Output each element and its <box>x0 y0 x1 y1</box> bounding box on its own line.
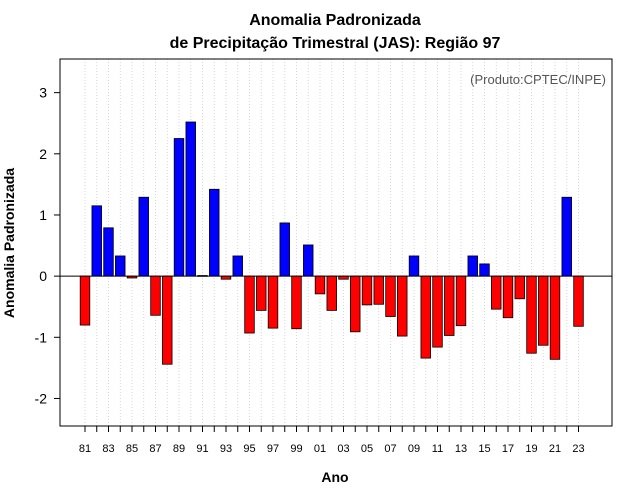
bar-1999 <box>291 275 302 330</box>
x-axis-title: Ano <box>321 469 348 485</box>
bar-1990 <box>185 121 196 277</box>
bar-1986 <box>138 196 149 277</box>
x-tick-label: 83 <box>102 443 114 455</box>
bar-2021 <box>549 275 561 360</box>
y-axis-title: Anomalia Padronizada <box>1 168 17 318</box>
bar-2023 <box>573 275 584 327</box>
bar-1992 <box>209 188 220 277</box>
x-tick-label: 01 <box>314 443 326 455</box>
bar-2011 <box>432 275 443 348</box>
y-tick-label: -1 <box>35 329 48 345</box>
plot-frame <box>59 58 613 427</box>
grid-lines <box>84 59 579 426</box>
bar-2012 <box>444 275 455 336</box>
x-tick-label: 03 <box>337 443 349 455</box>
x-tick-label: 85 <box>126 443 138 455</box>
x-tick-label: 13 <box>455 443 467 455</box>
bar-2000 <box>303 244 314 277</box>
x-tick-label: 17 <box>502 443 514 455</box>
x-tick-label: 09 <box>408 443 420 455</box>
bar-2005 <box>361 275 373 306</box>
bar-2017 <box>502 275 514 319</box>
y-tick-label: 0 <box>39 268 47 284</box>
x-tick-label: 91 <box>196 443 208 455</box>
x-tick-label: 95 <box>243 443 255 455</box>
bar-2010 <box>420 275 431 359</box>
bar-1984 <box>115 255 126 277</box>
y-axis: -2 -1 0 1 2 3 <box>35 85 60 406</box>
x-tick-label: 87 <box>149 443 161 455</box>
bar-2007 <box>385 275 396 317</box>
bar-2020 <box>538 275 549 346</box>
product-annotation: (Produto:CPTEC/INPE) <box>470 72 606 87</box>
bar-2014 <box>467 255 478 277</box>
bar-2009 <box>408 255 420 277</box>
bar-1987 <box>150 275 161 316</box>
x-tick-label: 19 <box>525 443 537 455</box>
y-tick-label: -2 <box>35 390 48 406</box>
bar-1982 <box>91 205 102 277</box>
bar-1988 <box>162 275 173 365</box>
x-tick-label: 97 <box>267 443 279 455</box>
bar-2015 <box>479 263 490 277</box>
y-tick-label: 2 <box>39 146 47 162</box>
chart-title-line1: Anomalia Padronizada <box>249 12 421 29</box>
bar-2004 <box>350 275 361 333</box>
x-tick-label: 81 <box>79 443 91 455</box>
x-tick-label: 93 <box>220 443 232 455</box>
bar-1998 <box>279 222 290 277</box>
x-axis: 81 83 85 87 89 91 93 95 97 99 01 03 05 07 09 11 13 15 17 19… <box>79 426 585 455</box>
y-tick-label: 1 <box>39 207 47 223</box>
x-tick-label: 21 <box>549 443 561 455</box>
bar-2008 <box>397 275 408 337</box>
bar-1983 <box>103 227 114 277</box>
bar-2019 <box>526 275 537 354</box>
x-tick-label: 99 <box>290 443 302 455</box>
bar-1989 <box>173 138 185 277</box>
bar-2018 <box>514 275 525 300</box>
y-tick-label: 3 <box>39 85 47 101</box>
x-tick-label: 23 <box>572 443 584 455</box>
x-tick-label: 11 <box>432 443 443 455</box>
bar-1996 <box>256 275 267 311</box>
bars <box>79 121 584 365</box>
bar-1997 <box>267 275 279 329</box>
x-tick-label: 89 <box>173 443 185 455</box>
bar-1995 <box>244 275 255 334</box>
bar-2001 <box>314 275 326 295</box>
chart-title-line2: de Precipitação Trimestral (JAS): Região… <box>170 35 501 52</box>
bar-2022 <box>561 196 572 277</box>
bar-1981 <box>79 275 91 326</box>
bar-2016 <box>491 275 502 310</box>
bar-2013 <box>455 275 467 327</box>
bar-2006 <box>373 275 384 305</box>
x-tick-label: 05 <box>361 443 373 455</box>
x-tick-label: 07 <box>384 443 396 455</box>
bar-1994 <box>232 255 243 277</box>
x-tick-label: 15 <box>478 443 490 455</box>
bar-2002 <box>326 275 337 311</box>
